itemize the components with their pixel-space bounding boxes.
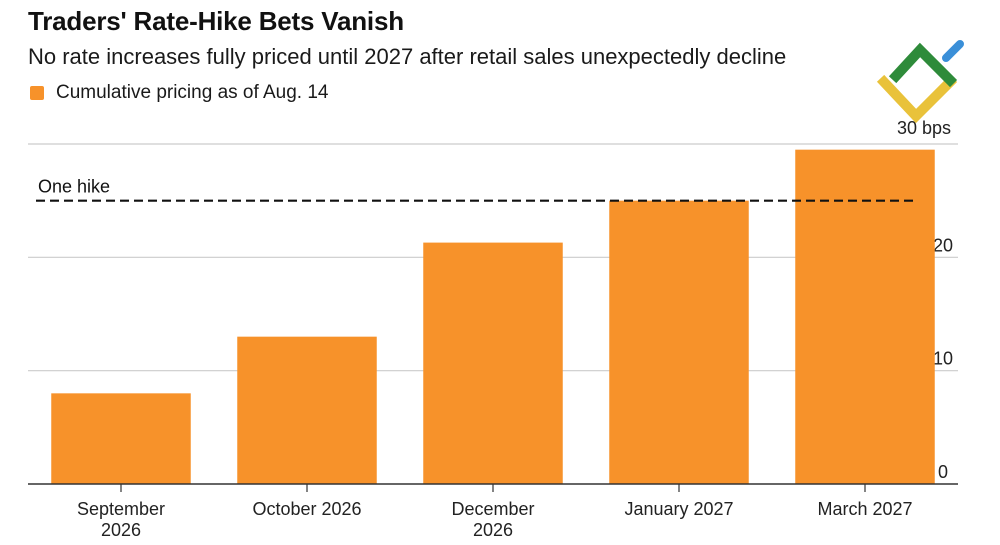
- y-tick-label: 10: [933, 349, 953, 369]
- x-tick-label: October 2026: [252, 499, 361, 519]
- bar: [609, 200, 749, 484]
- y-unit-label: 30 bps: [897, 118, 951, 138]
- bar: [795, 149, 935, 484]
- chart-title: Traders' Rate-Hike Bets Vanish: [28, 6, 404, 36]
- bar: [237, 336, 377, 484]
- x-tick-label: 2026: [101, 520, 141, 540]
- legend: Cumulative pricing as of Aug. 14: [30, 82, 329, 104]
- bar: [51, 393, 191, 484]
- x-tick-label: 2026: [473, 520, 513, 540]
- bar: [423, 242, 563, 484]
- brand-logo-icon: [876, 40, 964, 124]
- reference-line-label: One hike: [38, 177, 110, 197]
- x-tick-label: September: [77, 499, 165, 519]
- y-tick-label: 20: [933, 235, 953, 255]
- x-tick-label: March 2027: [817, 499, 912, 519]
- legend-swatch: [30, 86, 44, 100]
- x-tick-label: January 2027: [624, 499, 733, 519]
- logo-blue-stroke: [942, 40, 964, 62]
- logo-yellow-stroke: [876, 74, 958, 124]
- x-tick-label: December: [451, 499, 534, 519]
- chart-subtitle: No rate increases fully priced until 202…: [28, 44, 787, 69]
- legend-label: Cumulative pricing as of Aug. 14: [56, 82, 329, 103]
- logo-green-stroke: [888, 42, 958, 88]
- y-tick-label: 0: [938, 462, 948, 482]
